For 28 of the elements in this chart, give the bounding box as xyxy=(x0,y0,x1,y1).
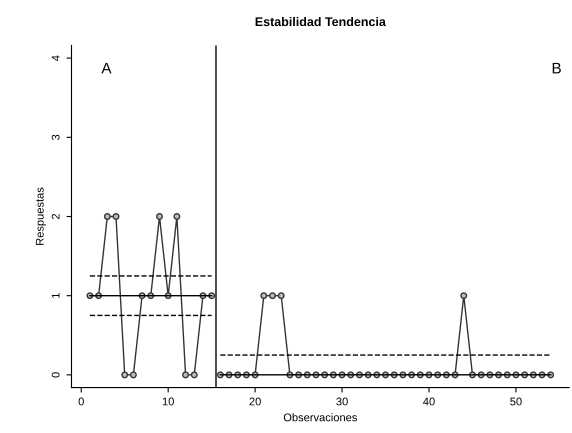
y-tick-label: 2 xyxy=(52,214,60,220)
point xyxy=(269,292,276,300)
annotation: A xyxy=(101,62,112,74)
point xyxy=(182,371,190,378)
point xyxy=(190,371,198,378)
point xyxy=(112,213,120,220)
x-tick-label: 50 xyxy=(510,398,522,406)
x-tick-label: 40 xyxy=(423,398,435,406)
x-tick-label: 0 xyxy=(78,398,84,406)
x-tick-label: 20 xyxy=(249,398,261,406)
y-tick-label: 4 xyxy=(52,55,60,61)
chart-title: Estabilidad Tendencia xyxy=(256,16,386,26)
point xyxy=(460,292,468,300)
point xyxy=(121,371,128,378)
y-axis-title: Respuestas xyxy=(36,188,46,245)
point xyxy=(278,292,285,300)
point xyxy=(173,213,180,220)
point xyxy=(130,371,137,378)
annotation: B xyxy=(552,62,561,74)
y-tick-label: 1 xyxy=(52,293,60,298)
y-tick-label: 0 xyxy=(52,372,60,378)
point xyxy=(156,213,163,220)
point xyxy=(104,213,111,220)
y-tick-label: 3 xyxy=(52,134,60,140)
x-tick-label: 10 xyxy=(162,398,174,406)
x-axis-title: Observaciones xyxy=(284,413,357,422)
point xyxy=(260,292,268,300)
x-tick-label: 30 xyxy=(336,398,348,406)
